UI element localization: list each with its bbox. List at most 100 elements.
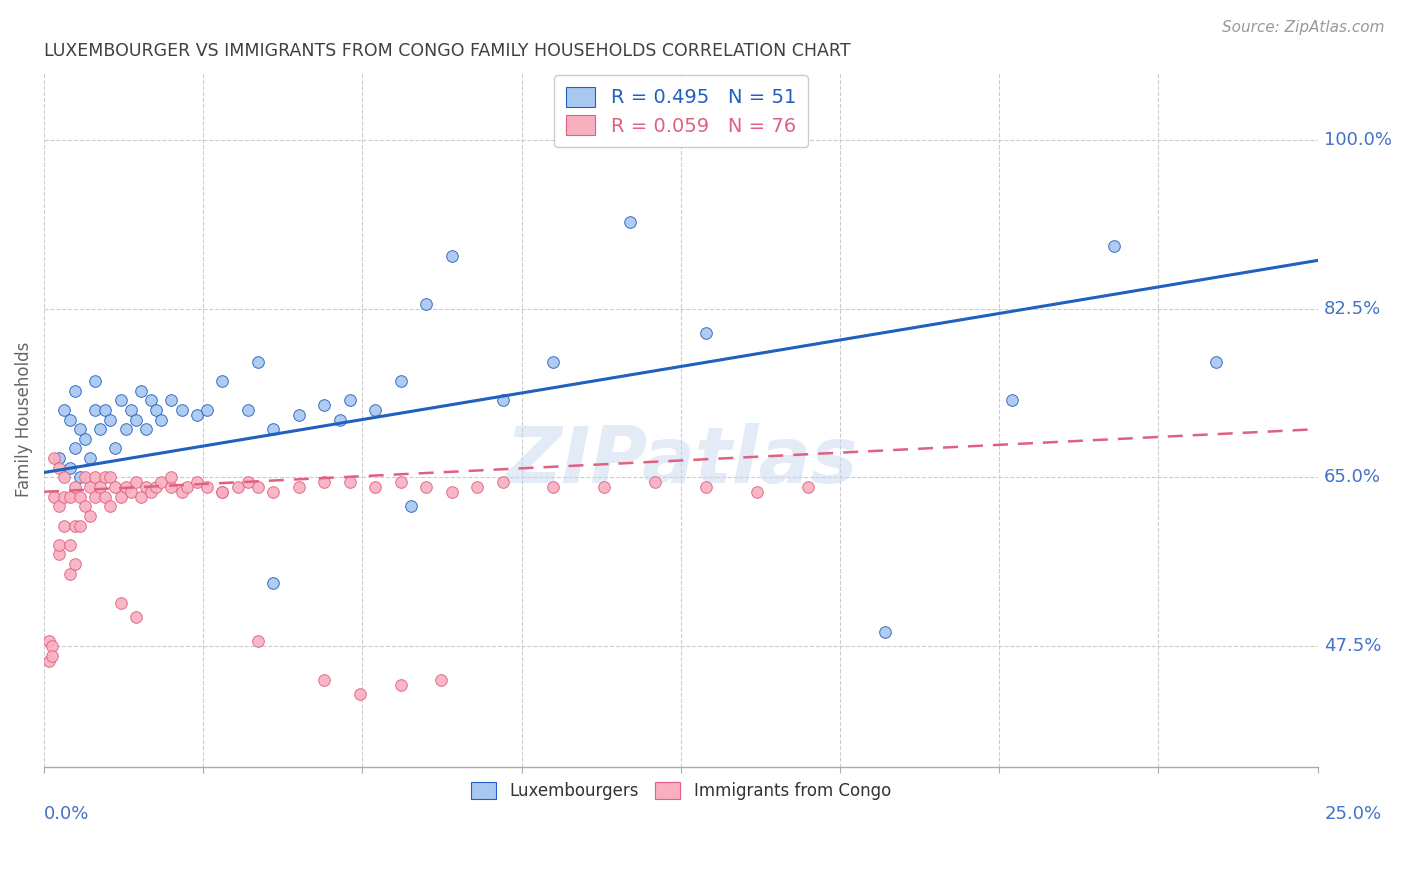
Point — [195, 402, 218, 417]
Point — [160, 393, 183, 408]
Point — [247, 634, 270, 648]
Point — [491, 475, 513, 490]
Point — [491, 393, 513, 408]
Point — [84, 374, 107, 388]
Point — [104, 442, 127, 456]
Point — [84, 402, 107, 417]
Point — [44, 490, 66, 504]
Point — [110, 490, 132, 504]
Point — [53, 470, 76, 484]
Point — [58, 490, 80, 504]
Text: 47.5%: 47.5% — [1324, 637, 1381, 655]
Point — [98, 412, 121, 426]
Point — [98, 500, 121, 514]
Point — [349, 687, 371, 701]
Point — [1205, 354, 1227, 368]
Point — [69, 470, 91, 484]
Point — [619, 215, 641, 229]
Point — [430, 673, 453, 687]
Point — [695, 326, 717, 340]
Point — [440, 249, 463, 263]
Point — [125, 475, 148, 490]
Point — [63, 557, 86, 571]
Text: ZIPatlas: ZIPatlas — [505, 423, 856, 500]
Point — [69, 518, 91, 533]
Point — [129, 490, 152, 504]
Point — [145, 480, 167, 494]
Point — [186, 475, 208, 490]
Point — [1001, 393, 1024, 408]
Point — [48, 500, 70, 514]
Y-axis label: Family Households: Family Households — [15, 342, 32, 497]
Point — [79, 451, 101, 466]
Point — [211, 484, 233, 499]
Point — [262, 422, 284, 436]
Point — [53, 518, 76, 533]
Point — [465, 480, 488, 494]
Point — [63, 442, 86, 456]
Point — [873, 624, 896, 639]
Text: 0.0%: 0.0% — [44, 805, 90, 823]
Point — [160, 480, 183, 494]
Point — [79, 508, 101, 523]
Point — [644, 475, 666, 490]
Point — [262, 484, 284, 499]
Point — [236, 475, 259, 490]
Point — [339, 393, 361, 408]
Point — [150, 412, 173, 426]
Point — [150, 475, 173, 490]
Point — [186, 408, 208, 422]
Point — [364, 402, 387, 417]
Point — [139, 484, 162, 499]
Point — [195, 480, 218, 494]
Text: Source: ZipAtlas.com: Source: ZipAtlas.com — [1222, 20, 1385, 35]
Point — [797, 480, 820, 494]
Point — [389, 475, 412, 490]
Point — [89, 422, 111, 436]
Point — [389, 374, 412, 388]
Point — [104, 480, 127, 494]
Point — [120, 484, 142, 499]
Point — [44, 451, 66, 466]
Point — [84, 490, 107, 504]
Point — [94, 470, 117, 484]
Point — [48, 538, 70, 552]
Point — [170, 402, 193, 417]
Point — [48, 548, 70, 562]
Point — [63, 384, 86, 398]
Point — [41, 648, 63, 663]
Point — [73, 470, 96, 484]
Point — [94, 402, 117, 417]
Point — [1102, 239, 1125, 253]
Point — [236, 402, 259, 417]
Point — [593, 480, 616, 494]
Point — [288, 408, 311, 422]
Point — [129, 384, 152, 398]
Point — [73, 432, 96, 446]
Point — [339, 475, 361, 490]
Point — [38, 654, 60, 668]
Point — [58, 566, 80, 581]
Point — [114, 422, 136, 436]
Point — [135, 480, 157, 494]
Point — [364, 480, 387, 494]
Point — [247, 480, 270, 494]
Point — [211, 374, 233, 388]
Point — [48, 460, 70, 475]
Point — [389, 678, 412, 692]
Point — [440, 484, 463, 499]
Point — [695, 480, 717, 494]
Point — [69, 422, 91, 436]
Point — [247, 354, 270, 368]
Text: 82.5%: 82.5% — [1324, 300, 1381, 318]
Point — [314, 673, 336, 687]
Point — [110, 596, 132, 610]
Point — [747, 484, 769, 499]
Point — [114, 480, 136, 494]
Point — [63, 518, 86, 533]
Point — [226, 480, 249, 494]
Point — [94, 490, 117, 504]
Point — [120, 402, 142, 417]
Point — [53, 402, 76, 417]
Point — [288, 480, 311, 494]
